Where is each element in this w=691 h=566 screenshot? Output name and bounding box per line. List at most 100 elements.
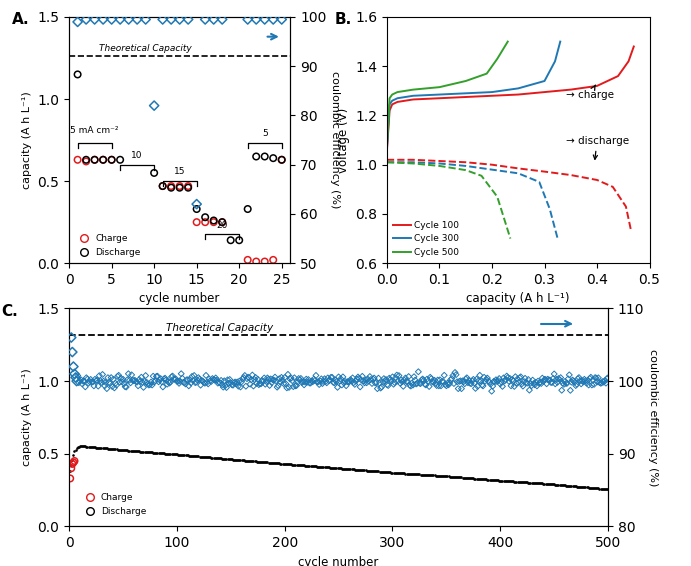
Point <box>352 372 363 381</box>
Point <box>400 374 411 383</box>
Point <box>542 479 553 488</box>
Point <box>260 380 271 389</box>
Legend: Charge, Discharge: Charge, Discharge <box>79 491 148 517</box>
Point <box>536 379 547 388</box>
Point <box>541 479 552 488</box>
Point <box>104 444 115 453</box>
X-axis label: cycle number: cycle number <box>299 556 379 566</box>
Text: 15: 15 <box>174 167 185 176</box>
Point <box>543 375 554 384</box>
Point <box>140 447 151 456</box>
Text: Theoretical Capacity: Theoretical Capacity <box>99 44 191 53</box>
Point <box>419 380 430 389</box>
Point <box>525 379 536 388</box>
Point <box>251 152 262 161</box>
Point <box>66 464 77 473</box>
Point <box>256 457 267 466</box>
Point <box>360 466 371 475</box>
Point <box>287 460 299 469</box>
Point <box>136 447 147 456</box>
Point <box>553 481 564 490</box>
Point <box>258 374 269 383</box>
Point <box>321 378 332 387</box>
Point <box>482 475 493 484</box>
Point <box>392 376 404 385</box>
Point <box>373 374 384 383</box>
Point <box>341 381 352 390</box>
Point <box>368 375 379 384</box>
Point <box>113 445 124 454</box>
Point <box>448 473 460 482</box>
Point <box>402 469 413 478</box>
Point <box>243 456 254 465</box>
Point <box>307 377 319 386</box>
Point <box>160 449 171 458</box>
Point <box>361 378 372 387</box>
Point <box>537 479 548 488</box>
Point <box>81 157 92 166</box>
Point <box>231 378 243 387</box>
Point <box>91 443 102 452</box>
Point <box>86 443 97 452</box>
Point <box>381 468 392 477</box>
Point <box>182 451 193 460</box>
Point <box>131 447 142 456</box>
Point <box>153 378 164 387</box>
Point <box>248 381 259 391</box>
Point <box>591 484 602 493</box>
Point <box>555 373 566 382</box>
Point <box>211 376 223 385</box>
Point <box>577 376 588 385</box>
Point <box>469 474 480 483</box>
Point <box>314 380 325 389</box>
Point <box>158 383 169 392</box>
Point <box>386 377 397 386</box>
Point <box>312 378 323 387</box>
Point <box>208 375 219 384</box>
Point <box>240 381 252 391</box>
Point <box>170 450 181 459</box>
Point <box>115 155 126 164</box>
Point <box>541 379 552 388</box>
Point <box>251 257 262 266</box>
Point <box>370 379 381 388</box>
Point <box>416 376 427 385</box>
Point <box>65 466 76 475</box>
Point <box>523 375 534 384</box>
Point <box>146 378 157 387</box>
Point <box>85 443 96 452</box>
Point <box>77 442 88 451</box>
Point <box>124 376 135 385</box>
Point <box>462 473 473 482</box>
Point <box>181 451 192 460</box>
Point <box>291 381 302 390</box>
Point <box>455 473 466 482</box>
Point <box>366 466 377 475</box>
Point <box>241 374 252 383</box>
Point <box>348 378 359 387</box>
Point <box>545 479 556 488</box>
Point <box>106 373 117 382</box>
Point <box>343 378 354 387</box>
Point <box>244 456 255 465</box>
Point <box>337 380 348 389</box>
Point <box>460 375 471 384</box>
Point <box>417 375 428 384</box>
Point <box>267 458 278 468</box>
Point <box>504 374 515 383</box>
Point <box>471 474 482 483</box>
Point <box>264 458 275 467</box>
Point <box>217 454 228 463</box>
Point <box>337 464 348 473</box>
Point <box>493 376 504 385</box>
Point <box>430 471 441 480</box>
Point <box>68 451 79 460</box>
Point <box>89 375 100 384</box>
Point <box>165 449 176 458</box>
Point <box>587 380 598 389</box>
Point <box>451 370 462 379</box>
Point <box>579 375 590 384</box>
Point <box>277 376 288 385</box>
Point <box>260 458 271 467</box>
Point <box>195 452 206 461</box>
